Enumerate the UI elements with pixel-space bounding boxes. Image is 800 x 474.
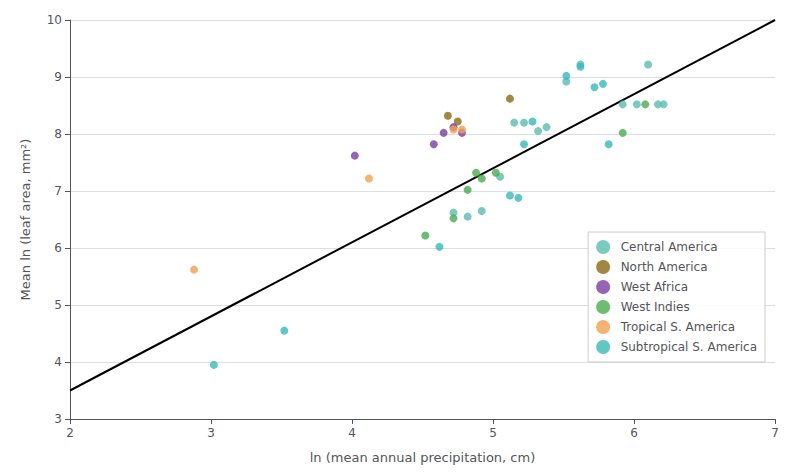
- svg-text:6: 6: [54, 241, 62, 255]
- svg-text:West Africa: West Africa: [621, 280, 689, 294]
- svg-text:4: 4: [54, 355, 62, 369]
- svg-text:4: 4: [348, 426, 356, 440]
- svg-text:6: 6: [630, 426, 638, 440]
- svg-text:Subtropical S. America: Subtropical S. America: [621, 340, 757, 354]
- svg-text:10: 10: [47, 13, 62, 27]
- svg-text:Mean ln (leaf area, mm²): Mean ln (leaf area, mm²): [18, 139, 33, 301]
- svg-text:ln (mean annual precipitation,: ln (mean annual precipitation, cm): [310, 450, 536, 465]
- svg-text:Central America: Central America: [621, 240, 718, 254]
- svg-text:West Indies: West Indies: [621, 300, 690, 314]
- svg-text:North America: North America: [621, 260, 708, 274]
- svg-text:9: 9: [54, 70, 62, 84]
- svg-text:Tropical S. America: Tropical S. America: [620, 320, 735, 334]
- svg-text:8: 8: [54, 127, 62, 141]
- svg-text:5: 5: [54, 298, 62, 312]
- svg-text:2: 2: [66, 426, 74, 440]
- svg-text:3: 3: [54, 412, 62, 426]
- svg-text:7: 7: [54, 184, 62, 198]
- svg-text:5: 5: [489, 426, 497, 440]
- svg-text:3: 3: [207, 426, 215, 440]
- svg-text:7: 7: [771, 426, 779, 440]
